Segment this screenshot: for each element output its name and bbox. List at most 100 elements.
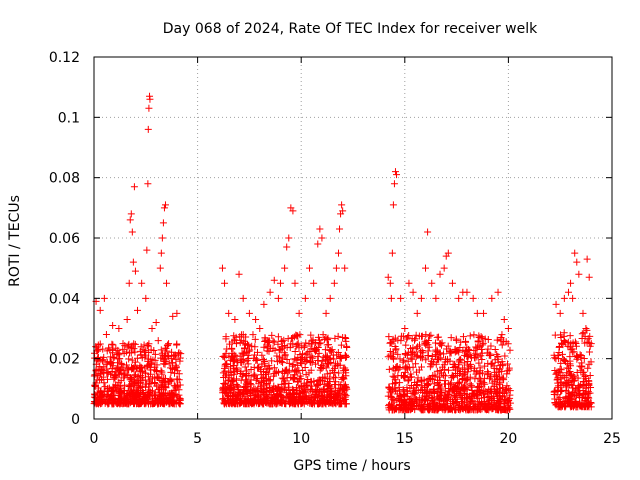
data-point: [281, 386, 289, 394]
data-point: [506, 387, 514, 395]
data-point: [287, 340, 295, 348]
data-point: [284, 392, 292, 400]
data-point: [407, 370, 415, 378]
data-point: [157, 398, 165, 406]
data-point: [341, 334, 349, 342]
data-point: [141, 353, 149, 361]
data-point: [232, 340, 240, 348]
data-point: [451, 406, 459, 414]
data-point: [234, 383, 242, 391]
data-point: [91, 381, 99, 389]
data-point: [557, 359, 565, 367]
data-point: [228, 353, 236, 361]
data-point: [302, 381, 310, 389]
data-point: [584, 364, 592, 372]
data-point: [478, 356, 486, 364]
data-point: [157, 249, 165, 257]
data-point: [440, 361, 448, 369]
data-point: [317, 339, 325, 347]
data-point: [455, 294, 463, 302]
data-point: [498, 331, 506, 339]
data-point: [409, 363, 417, 371]
x-tick-label: 5: [193, 431, 202, 447]
data-point: [294, 378, 302, 386]
data-point: [271, 346, 279, 354]
data-point: [156, 384, 164, 392]
data-point: [306, 386, 314, 394]
data-point: [239, 294, 247, 302]
data-point: [460, 351, 468, 359]
data-point: [221, 362, 229, 370]
data-point: [253, 356, 261, 364]
data-point: [417, 354, 425, 362]
data-point: [564, 364, 572, 372]
data-point: [115, 325, 123, 332]
data-point: [173, 309, 181, 317]
data-point: [171, 351, 179, 359]
data-point: [128, 342, 136, 350]
data-point: [285, 398, 293, 406]
data-point: [342, 351, 350, 359]
data-point: [474, 343, 482, 351]
data-point: [412, 345, 420, 353]
chart-title: Day 068 of 2024, Rate Of TEC Index for r…: [163, 21, 538, 37]
data-point: [556, 365, 564, 373]
data-point: [414, 374, 422, 382]
data-point: [567, 279, 575, 287]
y-tick-label: 0: [71, 412, 80, 428]
data-point: [501, 352, 509, 360]
data-point: [169, 312, 177, 320]
data-point: [418, 332, 426, 340]
data-point: [425, 374, 433, 382]
data-point: [308, 393, 316, 401]
data-point: [127, 349, 135, 357]
data-point: [385, 384, 393, 392]
data-point: [574, 403, 582, 411]
data-point: [504, 340, 512, 348]
data-point: [551, 367, 559, 375]
data-point: [109, 362, 117, 370]
data-point: [444, 366, 452, 374]
data-point: [481, 335, 489, 343]
data-point: [293, 331, 301, 339]
data-point: [497, 333, 505, 341]
data-point: [129, 397, 137, 405]
data-point: [270, 395, 278, 403]
data-point: [577, 351, 585, 359]
data-point: [142, 369, 150, 377]
data-point: [560, 294, 568, 302]
data-point: [386, 348, 394, 356]
axis-ticks: 0 5 10 15 20 25 0 0.02 0.04 0.06 0.08 0.1 0.12: [49, 50, 621, 447]
data-point: [222, 333, 230, 341]
data-point: [435, 373, 443, 381]
data-point: [430, 380, 438, 388]
data-point: [504, 325, 512, 332]
data-point: [294, 361, 302, 369]
data-point: [165, 353, 173, 361]
data-point: [404, 333, 412, 341]
data-point: [561, 356, 569, 364]
data-point: [176, 400, 184, 408]
data-point: [237, 359, 245, 367]
data-point: [286, 399, 294, 407]
data-point: [479, 341, 487, 349]
data-point: [456, 368, 464, 376]
data-point: [312, 360, 320, 368]
data-point: [166, 375, 174, 383]
data-point: [425, 343, 433, 351]
data-point: [143, 341, 151, 349]
data-point: [314, 381, 322, 389]
data-point: [423, 339, 431, 347]
data-point: [145, 348, 153, 356]
data-point: [128, 377, 136, 385]
data-point: [110, 384, 118, 392]
data-point: [337, 341, 345, 349]
data-point: [427, 331, 435, 339]
data-point: [326, 294, 334, 302]
data-point: [384, 273, 392, 281]
data-point: [153, 368, 161, 376]
data-point: [566, 332, 574, 340]
data-point: [386, 339, 394, 347]
data-point: [95, 393, 103, 401]
data-point: [128, 228, 136, 236]
